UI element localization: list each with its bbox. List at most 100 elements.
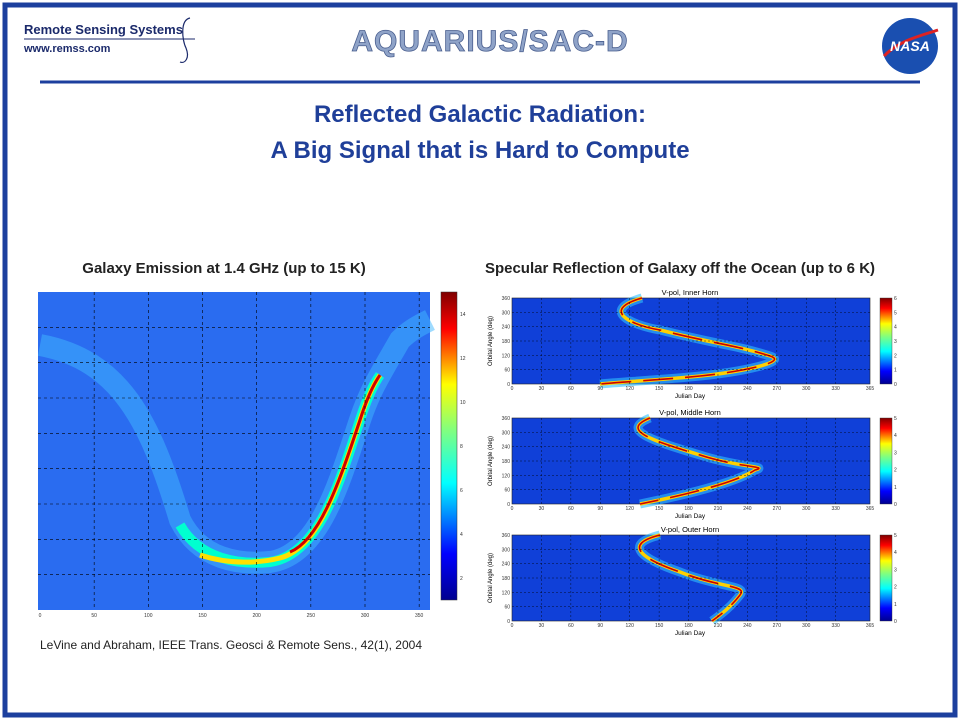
x-tick-label: 300: [802, 386, 811, 392]
x-tick-label: 0: [39, 613, 42, 619]
x-tick-label: 120: [626, 623, 635, 629]
colorbar-tick-label: 1: [894, 602, 897, 608]
citation: LeVine and Abraham, IEEE Trans. Geosci &…: [40, 638, 422, 652]
colorbar-tick-label: 2: [460, 576, 463, 582]
x-tick-label: 200: [252, 613, 261, 619]
x-tick-label: 240: [743, 386, 752, 392]
colorbar-tick-label: 14: [460, 312, 466, 318]
x-tick-label: 30: [539, 623, 545, 629]
x-tick-label: 60: [568, 506, 574, 512]
y-tick-label: 240: [502, 325, 511, 331]
y-tick-label: 0: [507, 619, 510, 625]
x-tick-label: 350: [415, 613, 424, 619]
x-tick-label: 250: [307, 613, 316, 619]
x-tick-label: 30: [539, 506, 545, 512]
x-tick-label: 240: [743, 506, 752, 512]
x-tick-label: 180: [684, 623, 693, 629]
nasa-logo: [882, 18, 938, 74]
y-tick-label: 120: [502, 353, 511, 359]
colorbar-tick-label: 5: [894, 533, 897, 539]
x-tick-label: 120: [626, 506, 635, 512]
y-tick-label: 60: [504, 368, 510, 374]
x-tick-label: 180: [684, 386, 693, 392]
y-tick-label: 60: [504, 605, 510, 611]
logo-mark: [179, 17, 191, 63]
y-tick-label: 180: [502, 576, 511, 582]
x-tick-label: 270: [773, 623, 782, 629]
colorbar-tick-label: 2: [894, 353, 897, 359]
x-tick-label: 180: [684, 506, 693, 512]
mission-logo: AQUARIUS/SAC-D: [351, 25, 628, 58]
colorbar-tick-label: 6: [460, 488, 463, 494]
x-tick-label: 210: [714, 506, 723, 512]
x-tick-label: 365: [866, 623, 875, 629]
panel-title: V-pol, Outer Horn: [661, 525, 719, 534]
x-tick-label: 210: [714, 623, 723, 629]
x-tick-label: 300: [361, 613, 370, 619]
galactic-plane-peak: [289, 374, 382, 554]
colorbar-tick-label: 3: [894, 450, 897, 456]
x-tick-label: 300: [802, 506, 811, 512]
colorbar-tick-label: 0: [894, 382, 897, 388]
x-tick-label: 120: [626, 386, 635, 392]
x-tick-label: 365: [866, 506, 875, 512]
panel-xlabel: Julian Day: [675, 513, 706, 520]
colorbar: [879, 297, 893, 385]
panel-xlabel: Julian Day: [675, 630, 706, 637]
colorbar-tick-label: 1: [894, 368, 897, 374]
x-tick-label: 150: [655, 386, 664, 392]
map-grid: [38, 292, 430, 610]
y-tick-label: 120: [502, 590, 511, 596]
x-tick-label: 150: [655, 623, 664, 629]
title-line: Reflected Galactic Radiation:: [314, 101, 646, 128]
colorbar-tick-label: 0: [894, 502, 897, 508]
x-tick-label: 300: [802, 623, 811, 629]
panel-ylabel: Orbital Angle (deg): [488, 553, 494, 603]
colorbar: [879, 534, 893, 622]
logo-url: www.remss.com: [23, 43, 111, 55]
x-tick-label: 60: [568, 386, 574, 392]
x-tick-label: 90: [597, 506, 603, 512]
y-tick-label: 360: [502, 533, 511, 539]
y-tick-label: 180: [502, 459, 511, 465]
reflection-panels: V-pol, Inner Horn Julian Day Orbital Angle…: [488, 288, 893, 637]
colorbar-tick-label: 6: [894, 296, 897, 302]
colorbar-tick-label: 10: [460, 400, 466, 406]
colorbar-tick-label: 4: [894, 325, 897, 331]
y-tick-label: 300: [502, 310, 511, 316]
x-tick-label: 270: [773, 506, 782, 512]
nasa-swoosh: [882, 28, 939, 58]
y-tick-label: 240: [502, 445, 511, 451]
x-tick-label: 0: [511, 386, 514, 392]
reflection-peak: [599, 297, 776, 385]
panel-ylabel: Orbital Angle (deg): [488, 436, 494, 486]
x-tick-label: 150: [655, 506, 664, 512]
y-tick-label: 60: [504, 488, 510, 494]
reflection-peak: [637, 417, 760, 505]
y-tick-label: 360: [502, 416, 511, 422]
panel-title: V-pol, Middle Horn: [659, 408, 721, 417]
colorbar-tick-label: 2: [894, 468, 897, 474]
x-tick-label: 210: [714, 386, 723, 392]
x-tick-label: 30: [539, 386, 545, 392]
x-tick-label: 365: [866, 386, 875, 392]
y-tick-label: 300: [502, 547, 511, 553]
colorbar-tick-label: 4: [894, 433, 897, 439]
y-tick-label: 240: [502, 562, 511, 568]
x-tick-label: 60: [568, 623, 574, 629]
colorbar-tick-label: 12: [460, 356, 466, 362]
x-tick-label: 330: [831, 506, 840, 512]
colorbar-tick-label: 5: [894, 310, 897, 316]
x-tick-label: 330: [831, 386, 840, 392]
figure-caption: Specular Reflection of Galaxy off the Oc…: [485, 260, 875, 277]
colorbar-tick-label: 2: [894, 585, 897, 591]
x-tick-label: 270: [773, 386, 782, 392]
colorbar-tick-label: 0: [894, 619, 897, 625]
figure-caption: Galaxy Emission at 1.4 GHz (up to 15 K): [82, 260, 365, 277]
reflection-peak: [638, 534, 743, 622]
panel-title: V-pol, Inner Horn: [662, 288, 719, 297]
